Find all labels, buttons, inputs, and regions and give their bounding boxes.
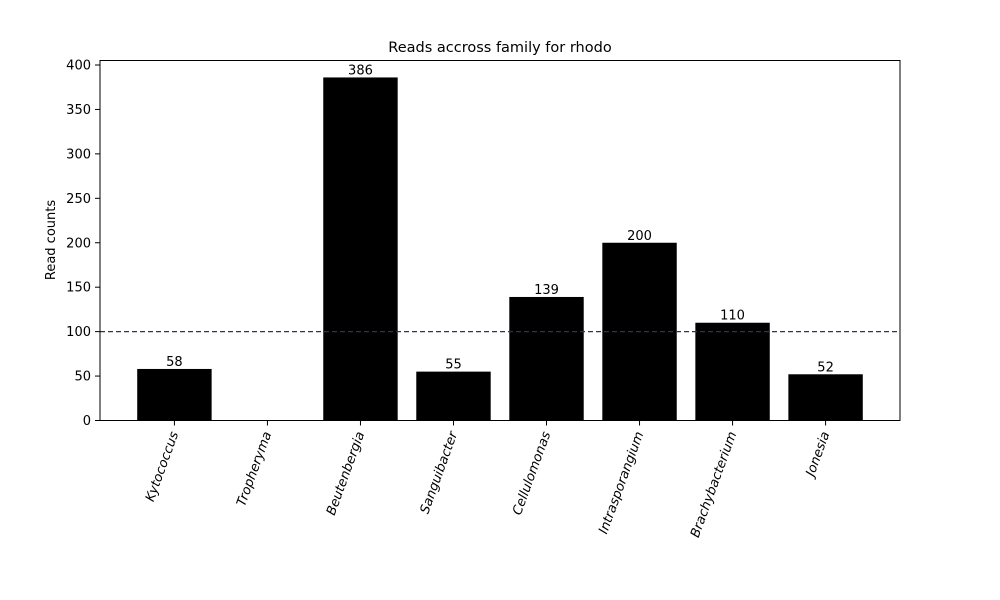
y-axis-label: Read counts <box>44 200 59 280</box>
x-tick-label: Kytococcus <box>143 430 182 504</box>
bar <box>509 296 584 421</box>
plot-area-frame <box>99 60 901 421</box>
x-tick-label: Sanguibacter <box>418 428 462 516</box>
bar-value-label: 200 <box>627 229 652 244</box>
y-tick-label: 400 <box>66 59 91 74</box>
bar-value-label: 58 <box>166 355 183 370</box>
x-tick-label: Intrasporangium <box>596 430 647 536</box>
bar-value-label: 110 <box>720 309 745 324</box>
bar-value-label: 139 <box>534 283 559 298</box>
data-labels-group: 58 386 55 139 200 110 52 <box>166 63 834 375</box>
chart-title: Reads accross family for rhodo <box>388 40 612 56</box>
bar-value-label: 55 <box>445 358 462 373</box>
bar <box>137 368 212 421</box>
bar-value-label: 386 <box>348 63 373 78</box>
bars-group <box>137 77 863 421</box>
y-tick-label: 200 <box>66 236 91 251</box>
x-tick-label: Brachybacterium <box>688 430 740 540</box>
x-tick-label: Jonesia <box>802 430 833 482</box>
y-tick-label: 350 <box>66 103 91 118</box>
bar <box>788 374 863 421</box>
x-tick-label: Cellulomonas <box>510 430 554 518</box>
y-tick-label: 250 <box>66 192 91 207</box>
x-tick-label: Beutenbergia <box>324 430 368 518</box>
bar <box>416 371 491 421</box>
y-tick-label: 50 <box>74 370 91 385</box>
y-tick-label: 0 <box>83 414 91 429</box>
bar <box>323 77 398 421</box>
y-axis: 0 50 100 150 200 250 300 350 400 <box>66 59 100 429</box>
x-axis: Kytococcus Tropheryma Beutenbergia Sanguiba… <box>143 420 833 540</box>
bar <box>695 322 770 421</box>
y-tick-label: 150 <box>66 281 91 296</box>
y-tick-label: 100 <box>66 325 91 340</box>
x-tick-label: Tropheryma <box>234 430 275 509</box>
y-tick-label: 300 <box>66 147 91 162</box>
bar-value-label: 52 <box>817 360 834 375</box>
